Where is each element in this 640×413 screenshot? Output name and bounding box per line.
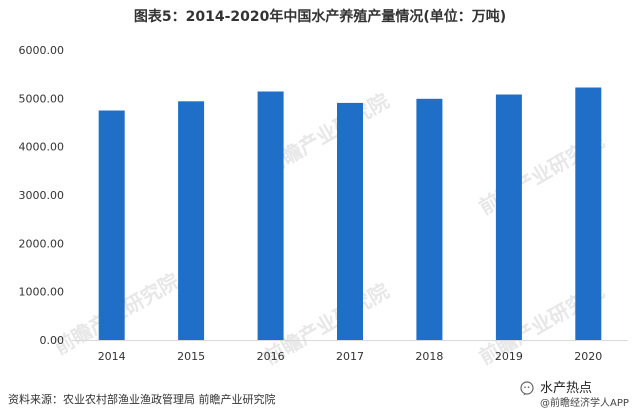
- bar: [257, 91, 284, 340]
- x-axis: 2014 2015 2016 2017 2018 2019 2020: [72, 340, 628, 363]
- y-tick-label: 5000.00: [19, 92, 65, 105]
- wechat-icon: [520, 381, 534, 396]
- y-tick-label: 3000.00: [19, 189, 65, 202]
- x-tick-label: 2017: [336, 350, 364, 363]
- bar: [495, 94, 522, 340]
- x-tick-label: 2014: [98, 350, 126, 363]
- y-tick-label: 0.00: [40, 334, 65, 347]
- y-tick-label: 2000.00: [19, 237, 65, 250]
- bar: [98, 110, 125, 340]
- bars: [98, 87, 602, 341]
- bar: [337, 102, 363, 341]
- brand-badge: 水产热点 @前瞻经济学人APP: [512, 381, 632, 410]
- x-tick-label: 2019: [495, 350, 523, 363]
- bar: [575, 87, 602, 340]
- bar: [416, 98, 443, 340]
- x-tick-label: 2016: [257, 350, 285, 363]
- watermarks: 前瞻产业研究院前瞻产业研究院前瞻产业研究院前瞻产业研究院前瞻产业研究院: [50, 89, 608, 370]
- brand-main-label: 水产热点: [540, 381, 593, 396]
- y-axis: 0.00 1000.00 2000.00 3000.00 4000.00 5000.00 6…: [19, 44, 65, 347]
- x-tick-label: 2018: [415, 350, 443, 363]
- y-tick-label: 1000.00: [19, 286, 65, 299]
- brand-sub-label: @前瞻经济学人APP: [540, 398, 629, 409]
- y-tick-label: 6000.00: [19, 44, 65, 57]
- x-tick-label: 2015: [177, 350, 205, 363]
- source-note: 资料来源：农业农村部渔业渔政管理局 前瞻产业研究院: [8, 393, 276, 406]
- y-tick-label: 4000.00: [19, 141, 65, 154]
- chart-title: 图表5：2014-2020年中国水产养殖产量情况(单位：万吨): [133, 9, 507, 25]
- bar: [178, 101, 205, 340]
- x-tick-label: 2020: [574, 350, 602, 363]
